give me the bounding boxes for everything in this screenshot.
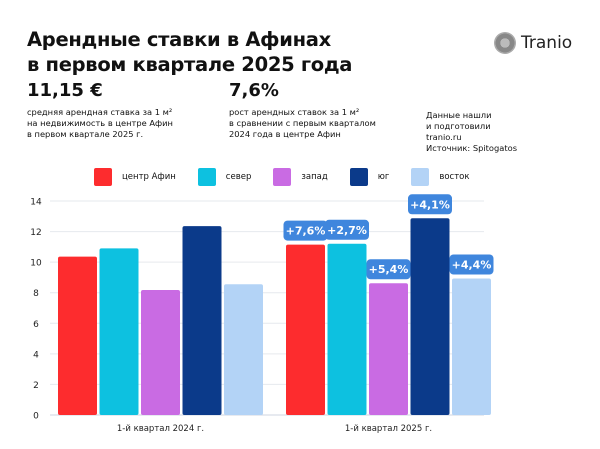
change-badge xyxy=(283,220,328,241)
title-line-1: Арендные ставки в Афинах xyxy=(27,28,331,51)
stat-desc-line: рост арендных ставок за 1 м² xyxy=(229,107,360,117)
change-label: +4,4% xyxy=(452,258,492,271)
page-title: Арендные ставки в Афинах в первом кварта… xyxy=(27,27,352,77)
y-tick-label: 12 xyxy=(30,228,41,238)
bar-запад xyxy=(141,289,180,415)
title-line-2: в первом квартале 2025 года xyxy=(27,53,353,76)
y-tick-label: 0 xyxy=(33,412,39,422)
x-category-label: 1-й квартал 2024 г. xyxy=(117,424,204,434)
legend-item: юг xyxy=(349,168,390,186)
change-badge xyxy=(449,254,494,275)
stat-avg-rate: 11,15 € средняя арендная ставка за 1 м² … xyxy=(27,80,173,140)
source-line: и подготовили xyxy=(426,121,491,131)
tranio-logo: Tranio xyxy=(494,32,572,54)
legend-label: запад xyxy=(301,172,328,182)
change-label: +5,4% xyxy=(369,263,409,276)
y-tick-label: 14 xyxy=(30,198,42,208)
stat-desc-line: на недвижимость в центре Афин xyxy=(27,118,173,128)
y-tick-label: 6 xyxy=(33,320,39,330)
bar-юг xyxy=(182,226,222,415)
change-label: +4,1% xyxy=(410,198,450,211)
source-line: Источник: Spitogatos xyxy=(426,143,518,153)
stat-value: 7,6% xyxy=(229,80,279,101)
legend-label: восток xyxy=(439,172,470,182)
change-badge xyxy=(408,194,452,215)
legend-item: восток xyxy=(411,168,470,186)
y-tick-label: 4 xyxy=(33,350,39,360)
y-tick-label: 10 xyxy=(30,259,42,269)
y-tick-label: 2 xyxy=(33,381,39,391)
change-badge xyxy=(325,219,369,240)
bar-запад xyxy=(369,283,408,415)
source-line: tranio.ru xyxy=(426,132,462,142)
x-category-label: 1-й квартал 2025 г. xyxy=(345,424,432,434)
bar-восток xyxy=(224,284,263,415)
bar-центр Афин xyxy=(58,256,97,415)
source-line: Данные нашли xyxy=(426,110,492,120)
legend-item: запад xyxy=(273,168,328,186)
legend-label: центр Афин xyxy=(122,172,176,182)
stat-desc: рост арендных ставок за 1 м² в сравнении… xyxy=(229,107,376,140)
bar-юг xyxy=(410,218,450,415)
logo-icon xyxy=(494,32,516,54)
change-label: +7,6% xyxy=(286,225,326,238)
bar-восток xyxy=(452,278,491,415)
stat-value: 11,15 € xyxy=(27,80,103,101)
y-tick-label: 8 xyxy=(33,289,39,299)
change-label: +2,7% xyxy=(327,224,367,237)
bar-север xyxy=(327,243,367,415)
stat-growth: 7,6% рост арендных ставок за 1 м² в срав… xyxy=(229,80,376,140)
stat-desc-line: средняя арендная ставка за 1 м² xyxy=(27,107,173,117)
legend-swatch xyxy=(349,168,368,186)
legend-item: центр Афин xyxy=(94,168,176,186)
source-note: Данные нашли и подготовили tranio.ru Ист… xyxy=(426,110,517,154)
bar-центр Афин xyxy=(286,244,325,415)
logo-text: Tranio xyxy=(521,33,573,53)
bar-север xyxy=(99,248,139,415)
stat-desc: средняя арендная ставка за 1 м² на недви… xyxy=(27,107,173,140)
chart-legend: центр Афин север запад юг восток xyxy=(94,168,492,186)
stat-desc-line: 2024 года в центре Афин xyxy=(229,129,341,139)
change-badge xyxy=(366,259,411,280)
legend-item: север xyxy=(197,168,252,186)
stat-desc-line: в сравнении с первым кварталом xyxy=(229,118,376,128)
legend-label: север xyxy=(225,172,252,182)
legend-swatch xyxy=(273,168,292,186)
legend-swatch xyxy=(411,168,430,186)
stat-desc-line: в первом квартале 2025 г. xyxy=(27,129,144,139)
legend-swatch xyxy=(197,168,216,186)
legend-swatch xyxy=(94,168,112,186)
legend-label: юг xyxy=(377,172,390,182)
